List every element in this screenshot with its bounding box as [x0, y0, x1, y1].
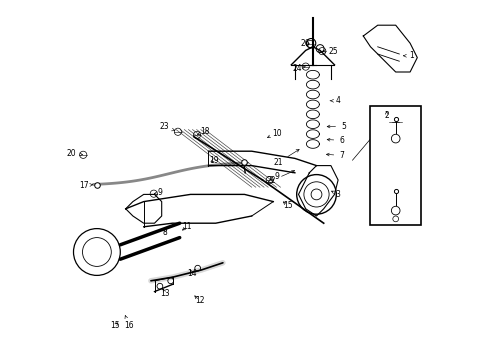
- Text: 15: 15: [110, 321, 120, 330]
- Text: 18: 18: [197, 127, 209, 136]
- Text: 9: 9: [270, 172, 279, 181]
- Text: 19: 19: [209, 156, 218, 165]
- Text: 21: 21: [273, 149, 299, 167]
- Text: 22: 22: [266, 170, 294, 185]
- Text: 20: 20: [67, 149, 82, 158]
- Text: 23: 23: [160, 122, 175, 131]
- Text: 12: 12: [194, 296, 204, 305]
- Text: 10: 10: [267, 129, 281, 138]
- Text: 3: 3: [331, 190, 340, 199]
- Text: 24: 24: [292, 64, 305, 73]
- Text: 13: 13: [160, 289, 170, 298]
- Text: 9: 9: [154, 188, 162, 197]
- Text: 4: 4: [329, 96, 340, 105]
- Text: 14: 14: [187, 269, 197, 278]
- Text: 16: 16: [124, 316, 134, 330]
- Text: 1: 1: [403, 51, 413, 60]
- Text: 25: 25: [322, 47, 338, 56]
- Text: 11: 11: [182, 222, 191, 231]
- Text: 17: 17: [80, 181, 92, 190]
- Text: 6: 6: [326, 136, 344, 145]
- Text: 8: 8: [163, 228, 167, 237]
- Text: 15: 15: [283, 201, 292, 210]
- Text: 7: 7: [326, 151, 344, 160]
- Text: 2: 2: [384, 111, 388, 120]
- Text: 5: 5: [326, 122, 345, 131]
- FancyBboxPatch shape: [370, 106, 420, 225]
- Text: 26: 26: [300, 40, 310, 49]
